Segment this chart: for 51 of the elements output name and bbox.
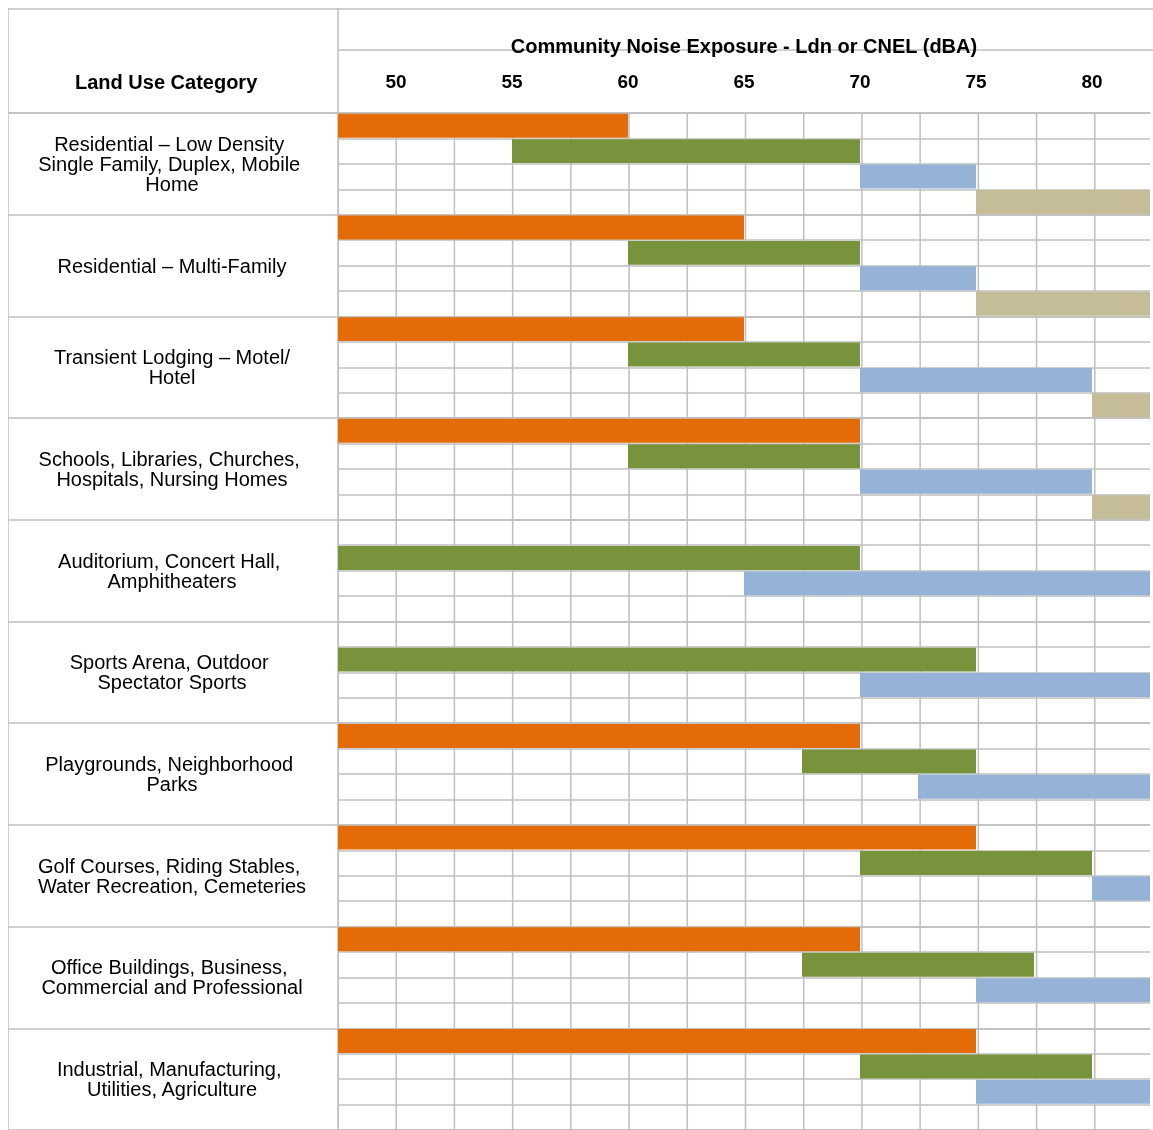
bar <box>860 1054 1092 1079</box>
bar <box>628 444 860 469</box>
y-tick-label: Golf Courses, Riding Stables, Water Recreation, Cemeteries <box>37 854 307 897</box>
bar <box>1092 393 1150 418</box>
bar <box>860 469 1092 494</box>
x-tick-label: 50 <box>385 71 407 92</box>
bar <box>976 978 1150 1003</box>
y-axis-title: Land Use Category <box>75 71 259 93</box>
y-tick-label: Industrial, Manufacturing, Utilities, Agriculture <box>56 1058 288 1101</box>
bar <box>860 266 976 291</box>
bar <box>338 418 860 443</box>
bar <box>976 291 1150 316</box>
bar <box>338 113 628 138</box>
bar <box>338 317 744 342</box>
bar <box>860 368 1092 392</box>
bar <box>1092 495 1150 520</box>
y-tick-label: Transient Lodging – Motel/Hotel <box>53 346 291 389</box>
bar <box>338 927 860 952</box>
x-tick-label: 65 <box>733 71 755 92</box>
y-tick-label: Sports Arena, Outdoor Spectator Sports <box>69 651 275 694</box>
bar <box>338 723 860 748</box>
bar <box>976 1079 1150 1104</box>
bar <box>860 673 1150 698</box>
bar <box>338 647 976 672</box>
bar <box>628 240 860 265</box>
bar <box>802 749 976 774</box>
bar <box>860 851 1092 875</box>
y-tick-label: Auditorium, Concert Hall, Amphitheaters <box>58 549 286 592</box>
bar <box>338 825 976 850</box>
x-axis-title: Community Noise Exposure - Ldn or CNEL (dBA) <box>510 35 978 57</box>
y-tick-label: Schools, Libraries, Churches, Hospitals, Nursing Homes <box>38 447 306 490</box>
bar <box>1092 876 1150 901</box>
bar <box>976 190 1150 214</box>
y-tick-label: Office Buildings, Business, Commercial and Professional <box>41 956 303 999</box>
y-tick-label: Residential – Multi-Family <box>57 254 287 277</box>
bar <box>628 342 860 367</box>
x-tick-label: 55 <box>501 71 523 92</box>
bar <box>744 571 1150 596</box>
y-tick-label: Playgrounds, Neighborhood Parks <box>45 753 299 796</box>
x-tick-label: 70 <box>849 71 871 92</box>
x-tick-label: 80 <box>1081 71 1103 92</box>
bar <box>512 139 860 164</box>
bar <box>338 1029 976 1053</box>
bar <box>338 545 860 570</box>
y-tick-label: Residential – Low Density Single Family, Duplex, Mobile Home <box>38 132 306 195</box>
bar <box>918 774 1150 799</box>
bar <box>802 952 1034 977</box>
x-tick-label: 60 <box>617 71 639 92</box>
x-tick-label: 75 <box>965 71 987 92</box>
bar <box>338 215 744 240</box>
bar <box>860 164 976 189</box>
